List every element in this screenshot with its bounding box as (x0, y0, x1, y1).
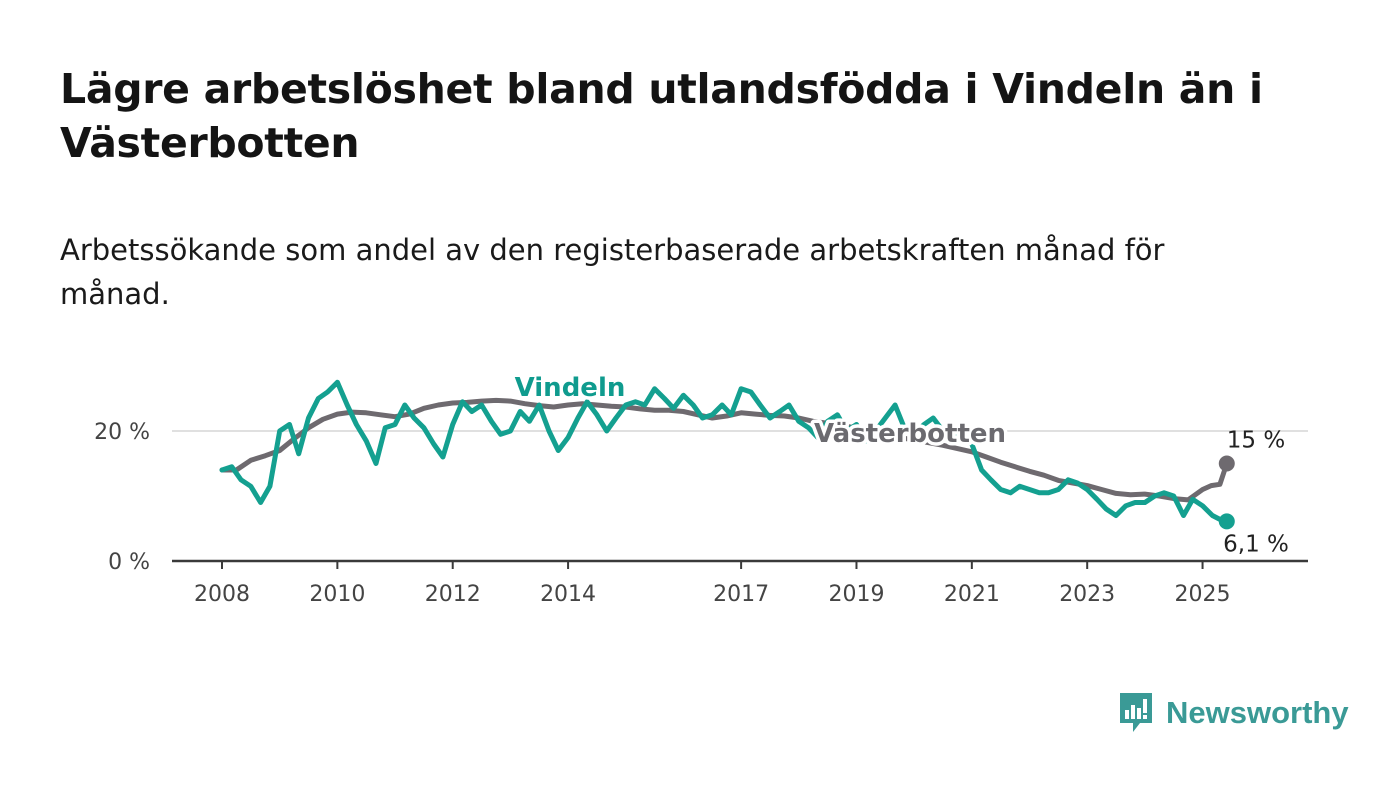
end-value-label: 6,1 % (1223, 531, 1289, 557)
x-axis-ticks: 2008 2010 2012 2014 2017 2019 2021 2023 2025 (194, 561, 1231, 607)
series-end-point (1218, 513, 1235, 530)
y-tick-label: 0 % (108, 550, 150, 575)
series-labels: Vindeln Västerbotten 15 % 6,1 % (511, 370, 1289, 558)
chart-subtitle: Arbetssökande som andel av den registerb… (60, 233, 1165, 311)
end-value-label: 15 % (1227, 428, 1285, 454)
series-lines (219, 379, 1235, 530)
x-tick-label: 2008 (194, 582, 250, 607)
x-tick-label: 2014 (540, 582, 596, 607)
series-name-label: Vindeln (515, 373, 626, 403)
brand-name: Newsworthy (1166, 695, 1349, 730)
x-tick-label: 2021 (944, 582, 1000, 607)
x-tick-label: 2012 (425, 582, 481, 607)
x-tick-label: 2023 (1059, 582, 1115, 607)
chart-title: Lägre arbetslöshet bland utlandsfödda i … (60, 65, 1263, 167)
newsworthy-logo-icon (1120, 693, 1152, 732)
y-axis-ticks: 0 % 20 % (94, 420, 150, 575)
series-line-vindeln (219, 379, 1230, 524)
x-tick-label: 2025 (1175, 582, 1231, 607)
x-tick-label: 2019 (828, 582, 884, 607)
y-tick-label: 20 % (94, 420, 150, 445)
series-name-label: Västerbotten (814, 419, 1006, 449)
series-end-point (1218, 455, 1235, 472)
newsworthy-logo[interactable]: Newsworthy (1118, 690, 1349, 736)
x-tick-label: 2010 (309, 582, 365, 607)
x-tick-label: 2017 (713, 582, 769, 607)
